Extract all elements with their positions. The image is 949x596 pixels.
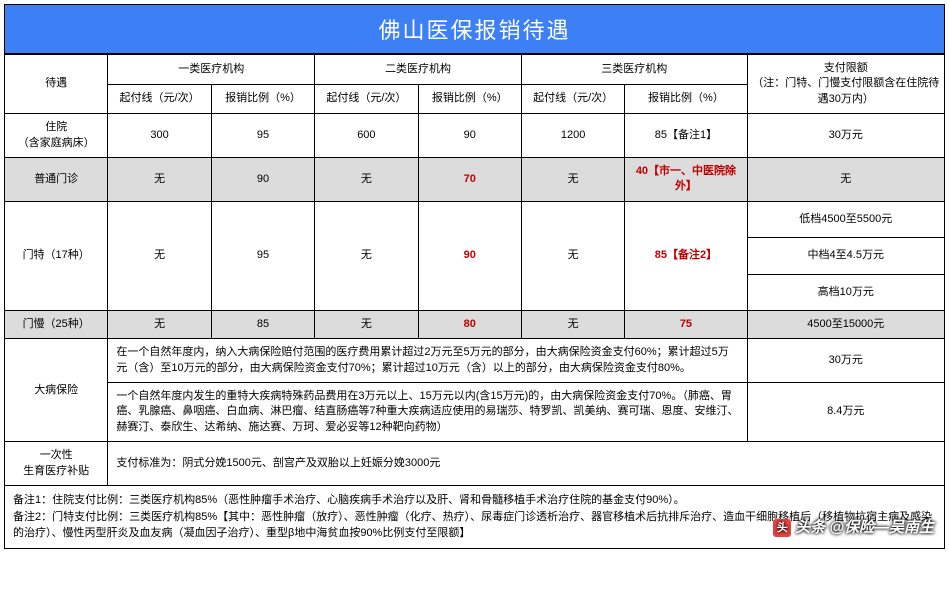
hdr-cat2: 二类医疗机构 bbox=[315, 55, 522, 85]
row-outpatient: 普通门诊 无90 无70 无40【市一、中医院除外】 无 bbox=[5, 157, 945, 201]
row-special-1: 门特（17种） 无95 无90 无85【备注2】 低档4500至5500元 bbox=[5, 201, 945, 237]
hdr-limit: 支付限额 （注：门特、门慢支付限额含在住院待遇30万内） bbox=[747, 55, 944, 114]
watermark: 头头条 @保险—吴南生 bbox=[773, 517, 934, 540]
row-major-1: 大病保险 在一个自然年度内，纳入大病保险赔付范围的医疗费用累计超过2万元至5万元… bbox=[5, 339, 945, 383]
hdr-c3-deduct: 起付线（元/次） bbox=[521, 84, 624, 114]
row-hospitalization: 住院 （含家庭病床） 30095 60090 120085【备注1】 30万元 bbox=[5, 114, 945, 158]
hdr-c2-ratio: 报销比例（%） bbox=[418, 84, 521, 114]
row-major-2: 一个自然年度内发生的重特大疾病特殊药品费用在3万元以上、15万元以内(含15万元… bbox=[5, 383, 945, 442]
hdr-c1-deduct: 起付线（元/次） bbox=[108, 84, 211, 114]
hdr-cat3: 三类医疗机构 bbox=[521, 55, 747, 85]
hdr-c1-ratio: 报销比例（%） bbox=[211, 84, 314, 114]
hdr-c3-ratio: 报销比例（%） bbox=[625, 84, 747, 114]
page-title: 佛山医保报销待遇 bbox=[4, 4, 945, 54]
toutiao-icon: 头 bbox=[773, 519, 791, 537]
hdr-c2-deduct: 起付线（元/次） bbox=[315, 84, 418, 114]
hdr-treatment: 待遇 bbox=[5, 55, 108, 114]
hdr-cat1: 一类医疗机构 bbox=[108, 55, 315, 85]
row-maternity: 一次性 生育医疗补贴 支付标准为：阴式分娩1500元、剖宫产及双胎以上妊娠分娩3… bbox=[5, 442, 945, 486]
row-chronic: 门慢（25种） 无85 无80 无75 4500至15000元 bbox=[5, 310, 945, 338]
note-1: 备注1：住院支付比例：三类医疗机构85%（恶性肿瘤手术治疗、心脑疾病手术治疗以及… bbox=[13, 492, 936, 509]
benefits-table: 待遇 一类医疗机构 二类医疗机构 三类医疗机构 支付限额 （注：门特、门慢支付限… bbox=[4, 54, 945, 486]
notes-section: 备注1：住院支付比例：三类医疗机构85%（恶性肿瘤手术治疗、心脑疾病手术治疗以及… bbox=[4, 486, 945, 549]
